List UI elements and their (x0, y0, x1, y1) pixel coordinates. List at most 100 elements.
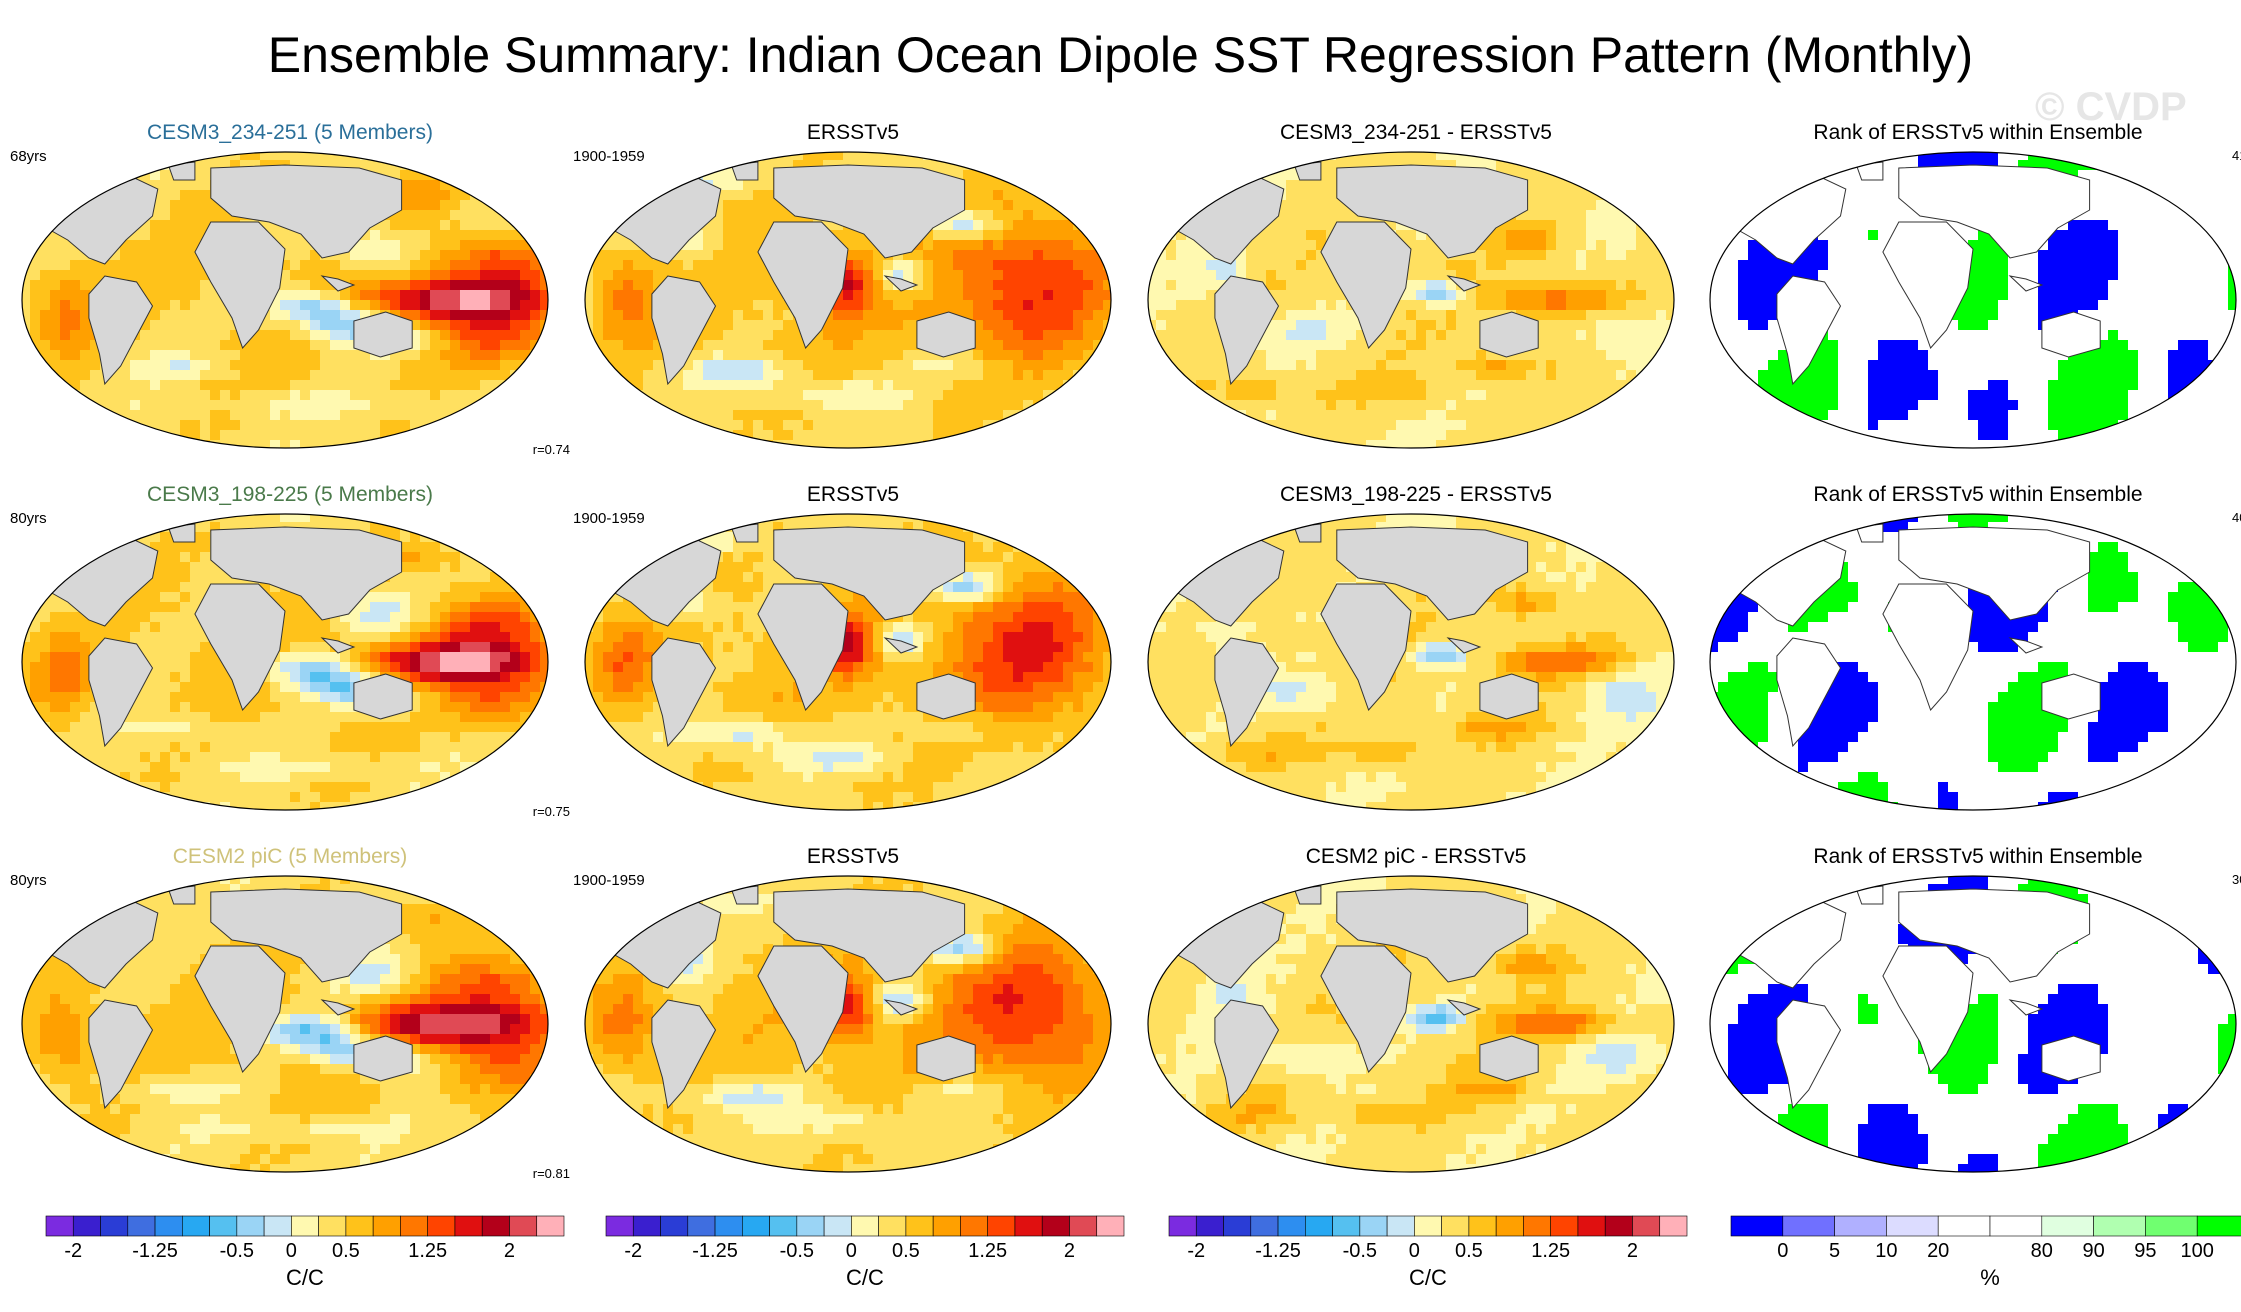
sst-cell (743, 410, 754, 421)
sst-cell (703, 440, 714, 448)
sst-cell (1306, 310, 1317, 321)
sst-cell (470, 420, 481, 431)
sst-cell (150, 280, 161, 291)
sst-cell (1103, 152, 1111, 161)
sst-cell (1386, 390, 1397, 401)
sst-cell (100, 152, 111, 161)
sst-cell (140, 370, 151, 381)
sst-cell (653, 180, 664, 191)
sst-cell (1566, 390, 1577, 401)
sst-cell (500, 440, 511, 448)
sst-cell (1033, 250, 1044, 261)
sst-cell (1316, 240, 1327, 251)
sst-cell (1576, 240, 1587, 251)
sst-cell (1536, 370, 1547, 381)
sst-cell (693, 380, 704, 391)
sst-cell (330, 310, 341, 321)
sst-cell (140, 220, 151, 231)
sst-cell (1476, 310, 1487, 321)
sst-cell (1296, 300, 1307, 311)
sst-cell (1053, 180, 1064, 191)
sst-cell (1556, 320, 1567, 331)
sst-cell (863, 370, 874, 381)
sst-cell (340, 360, 351, 371)
sst-cell (360, 390, 371, 401)
sst-cell (803, 390, 814, 401)
sst-cell (693, 160, 704, 171)
sst-cell (1043, 220, 1054, 231)
sst-cell (1546, 280, 1557, 291)
sst-cell (370, 390, 381, 401)
sst-cell (1033, 410, 1044, 421)
sst-cell (80, 350, 91, 361)
sst-cell (1546, 160, 1557, 171)
sst-cell (1436, 320, 1447, 331)
rank-cell (2058, 250, 2068, 260)
sst-cell (1148, 350, 1157, 361)
sst-cell (613, 290, 624, 301)
sst-cell (120, 250, 131, 261)
sst-cell (320, 370, 331, 381)
sst-cell (585, 350, 594, 361)
sst-cell (270, 350, 281, 361)
sst-cell (1366, 430, 1377, 441)
sst-cell (613, 170, 624, 181)
sst-cell (1546, 430, 1557, 441)
sst-cell (913, 160, 924, 171)
sst-cell (1073, 300, 1084, 311)
sst-cell (540, 180, 548, 191)
sst-cell (210, 310, 221, 321)
sst-cell (1636, 410, 1647, 421)
sst-cell (1346, 410, 1357, 421)
sst-cell (30, 320, 41, 331)
sst-cell (753, 300, 764, 311)
sst-cell (1516, 410, 1527, 421)
sst-cell (743, 220, 754, 231)
sst-cell (1176, 330, 1187, 341)
sst-cell (60, 200, 71, 211)
sst-cell (1606, 240, 1617, 251)
sst-cell (603, 400, 614, 411)
sst-cell (1526, 440, 1537, 448)
sst-cell (190, 400, 201, 411)
sst-cell (1516, 280, 1527, 291)
sst-cell (1148, 390, 1157, 401)
sst-cell (613, 380, 624, 391)
sst-cell (1156, 330, 1167, 341)
sst-cell (733, 310, 744, 321)
sst-cell (1286, 170, 1297, 181)
sst-cell (853, 310, 864, 321)
sst-cell (693, 430, 704, 441)
sst-cell (993, 370, 1004, 381)
sst-cell (1656, 420, 1667, 431)
sst-cell (1326, 280, 1337, 291)
sst-cell (1596, 280, 1607, 291)
sst-cell (1013, 260, 1024, 271)
sst-cell (1516, 230, 1527, 241)
sst-cell (1336, 330, 1347, 341)
sst-cell (593, 240, 604, 251)
sst-cell (340, 340, 351, 351)
sst-cell (420, 310, 431, 321)
sst-cell (1186, 180, 1197, 191)
sst-cell (1053, 430, 1064, 441)
sst-cell (1536, 350, 1547, 361)
sst-cell (683, 380, 694, 391)
sst-cell (160, 370, 171, 381)
sst-cell (1216, 280, 1227, 291)
sst-cell (1093, 390, 1104, 401)
sst-cell (400, 310, 411, 321)
sst-cell (803, 440, 814, 448)
sst-cell (380, 240, 391, 251)
sst-cell (440, 190, 451, 201)
sst-cell (1616, 340, 1627, 351)
sst-cell (1436, 160, 1447, 171)
sst-cell (763, 220, 774, 231)
sst-cell (1326, 380, 1337, 391)
sst-cell (100, 260, 111, 271)
rank-cell (2068, 240, 2078, 250)
sst-cell (350, 410, 361, 421)
sst-cell (1103, 430, 1111, 441)
sst-cell (613, 280, 624, 291)
sst-cell (1236, 400, 1247, 411)
